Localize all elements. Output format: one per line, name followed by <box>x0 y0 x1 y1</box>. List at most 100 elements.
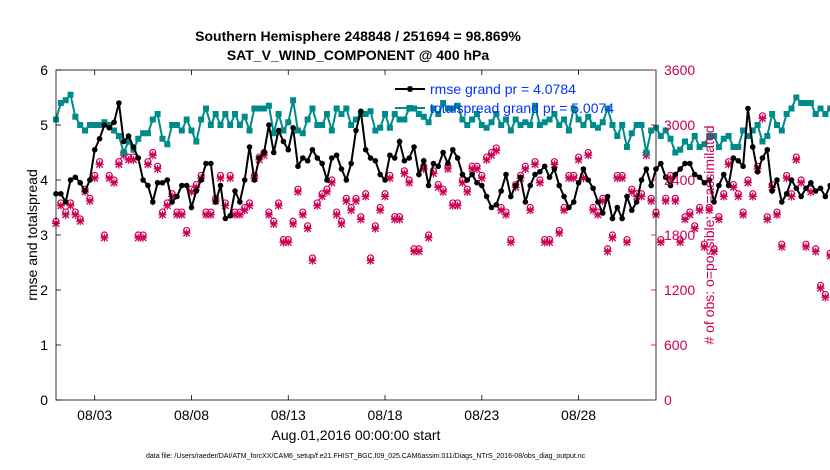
rmse-point <box>358 108 364 115</box>
rmse-point <box>270 149 277 156</box>
possible-point <box>613 171 621 180</box>
spread-point <box>265 102 272 109</box>
spread-point <box>401 116 408 123</box>
possible-point <box>541 235 549 244</box>
spread-point <box>565 127 572 134</box>
spread-point <box>96 122 103 128</box>
possible-point <box>734 190 742 198</box>
rmse-point <box>96 135 103 142</box>
rmse-point <box>774 177 780 183</box>
rmse-point <box>711 199 717 205</box>
x-axis: 08/03 08/08 08/13 08/18 08/23 08/28 <box>77 70 596 423</box>
rmse-point <box>145 182 151 189</box>
spread-point <box>749 127 756 134</box>
spread-point <box>207 122 214 128</box>
possible-point <box>231 208 239 216</box>
rmse-point <box>154 179 161 186</box>
possible-point <box>662 194 670 202</box>
spread-point <box>769 111 776 117</box>
x-tick-label: 08/13 <box>271 407 306 423</box>
possible-point <box>536 176 544 184</box>
possible-point <box>105 171 113 180</box>
spread-point <box>720 135 727 142</box>
rmse-point <box>599 210 606 216</box>
possible-point <box>681 213 689 221</box>
possible-point <box>366 254 375 262</box>
assimilated-point <box>76 217 85 226</box>
spread-point <box>372 127 379 134</box>
rmse-point <box>759 155 766 161</box>
rmse-point <box>551 166 558 172</box>
rmse-point <box>343 177 350 183</box>
possible-point <box>342 194 350 202</box>
spread-point <box>377 124 384 131</box>
possible-point <box>245 199 254 207</box>
possible-point <box>570 171 578 180</box>
rmse-point <box>372 157 379 164</box>
spread-point <box>735 144 742 150</box>
rmse-point <box>67 177 74 183</box>
rmse-point <box>449 146 456 153</box>
rmse-point <box>159 179 166 186</box>
possible-point <box>783 171 791 180</box>
rmse-point <box>348 160 354 167</box>
possible-point <box>158 208 167 216</box>
possible-point <box>608 231 617 239</box>
spread-point <box>222 111 229 117</box>
spread-point <box>623 144 630 150</box>
rmse-point <box>101 122 108 128</box>
spread-point <box>314 122 321 128</box>
possible-point <box>565 171 573 180</box>
spread-point <box>256 105 263 112</box>
rmse-point <box>803 185 809 192</box>
possible-point <box>744 176 752 184</box>
rmse-point <box>512 182 519 189</box>
y-axis-label-left: rmse and totalspread <box>24 169 40 301</box>
possible-point <box>395 213 404 221</box>
rmse-point <box>425 182 432 189</box>
spread-point <box>72 113 79 120</box>
spread-point <box>430 105 437 112</box>
possible-point <box>700 240 708 248</box>
spread-point <box>261 105 268 112</box>
spread-point <box>807 100 814 106</box>
rmse-point <box>706 177 713 183</box>
spread-point <box>643 149 650 156</box>
rmse-point <box>808 179 814 186</box>
spread-point <box>657 133 664 139</box>
rmse-point <box>266 122 272 128</box>
possible-point <box>816 281 825 290</box>
rmse-point <box>730 155 737 161</box>
possible-point <box>623 235 631 244</box>
possible-point <box>178 208 186 216</box>
possible-point <box>202 208 210 216</box>
possible-point <box>391 213 399 221</box>
right-tick-label: 1200 <box>664 282 695 298</box>
rmse-point <box>687 160 693 167</box>
rmse-point <box>222 215 229 222</box>
rmse-point <box>174 193 180 200</box>
spread-point <box>594 124 601 131</box>
possible-point <box>333 208 341 216</box>
spread-point <box>609 122 616 128</box>
spread-point <box>633 122 640 128</box>
spread-point <box>648 127 655 134</box>
spread-point <box>701 141 708 148</box>
spread-point <box>348 122 355 128</box>
rmse-point <box>140 177 146 183</box>
rmse-point <box>164 177 171 183</box>
possible-point <box>724 158 733 166</box>
spread-point <box>203 105 209 112</box>
left-tick-label: 3 <box>40 227 48 243</box>
spread-point <box>82 127 89 134</box>
spread-point <box>111 127 118 134</box>
spread-point <box>135 135 142 142</box>
rmse-point <box>338 166 345 172</box>
spread-point <box>62 97 69 104</box>
rmse-point <box>570 199 577 205</box>
spread-point <box>149 116 156 123</box>
rmse-point <box>391 155 398 161</box>
spread-point <box>251 105 258 112</box>
possible-point <box>647 194 655 202</box>
rmse-point <box>638 177 645 183</box>
